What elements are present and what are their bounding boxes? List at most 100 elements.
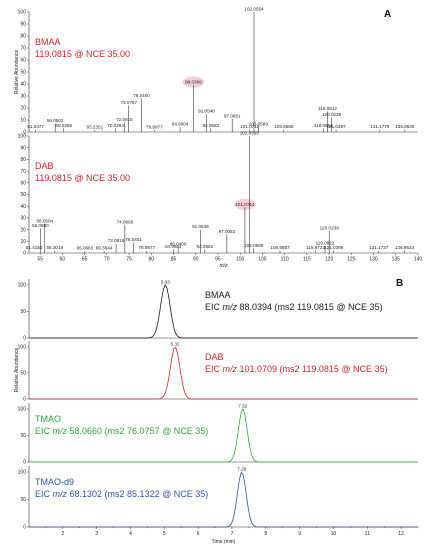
eic-trace xyxy=(29,284,418,339)
peak-label: 58.0296 xyxy=(55,123,72,128)
x-tick-label: 11 xyxy=(365,531,370,537)
x-tick-label: 120 xyxy=(325,257,334,263)
eic-prefix: EIC xyxy=(205,364,223,374)
panel-letter-a: A xyxy=(384,9,391,20)
precursor-label: 119.0815 @ NCE 35.00 xyxy=(35,49,130,59)
peak-label: 74.0606 xyxy=(117,219,134,224)
peak-label: 101.0710 xyxy=(240,124,260,129)
y-tick-label: 80 xyxy=(20,34,26,40)
peak-label: 119.0812 xyxy=(318,106,337,111)
x-tick-label: 125 xyxy=(347,257,356,263)
eic-description: EIC m/z 68.1302 (ms2 85.1322 @ NCE 35) xyxy=(35,489,208,499)
y-tick-label: 70 xyxy=(20,46,26,52)
y-tick-label: 0 xyxy=(23,397,26,403)
peak-label: 56.0504 xyxy=(36,218,53,223)
highlight-ellipse xyxy=(182,76,205,88)
y-tick-label: 50 xyxy=(20,433,26,439)
highlight-ellipse xyxy=(233,198,256,210)
x-tick-label: 4 xyxy=(129,531,132,537)
peak-label: 101.0714 xyxy=(235,202,255,207)
peak-label: 86.0400 xyxy=(170,242,187,247)
x-tick-label: 60 xyxy=(60,257,66,263)
series-name: DAB xyxy=(205,352,224,362)
eic-trace xyxy=(29,346,418,400)
y-tick-label: 100 xyxy=(18,345,27,351)
peak-label: 120.0238 xyxy=(322,112,342,117)
eic-panel-dab: 0 50 100 5.32 DAB EIC m/z 101.0709 (ms2 119.0… xyxy=(18,341,418,403)
peak-label: 76.0401 xyxy=(125,237,142,242)
peak-label: 131.1737 xyxy=(369,245,389,250)
x-tick-label: 75 xyxy=(126,257,132,263)
y-tick-label: 0 xyxy=(23,336,26,342)
x-axis-label: Time (min) xyxy=(212,539,236,545)
y-tick-label: 50 xyxy=(20,309,26,315)
y-tick-label: 100 xyxy=(18,10,27,16)
compound-name: DAB xyxy=(35,161,54,171)
x-tick-label: 80 xyxy=(148,257,154,263)
x-tick-label: 115 xyxy=(303,257,311,263)
peak-label: 103.0589 xyxy=(249,122,269,127)
peak-label: 55.0550 xyxy=(32,223,49,228)
rt-label: 7.32 xyxy=(238,404,247,409)
peak-label: 131.1779 xyxy=(370,124,390,129)
eic-values: 88.0394 (ms2 119.0815 @ NCE 35) xyxy=(237,302,383,312)
y-tick-label: 100 xyxy=(18,283,27,289)
eic-panel-bmaa: 0 50 100 5.03 BMAA EIC m/z 88.0394 (ms2 119.0… xyxy=(18,279,418,342)
y-tick-label: 100 xyxy=(18,407,27,413)
y-tick-label: 10 xyxy=(20,118,26,124)
y-tick-label: 40 xyxy=(20,204,26,210)
y-tick-label: 0 xyxy=(23,251,26,257)
x-tick-label: 140 xyxy=(414,257,423,263)
eic-description: EIC m/z 88.0394 (ms2 119.0815 @ NCE 35) xyxy=(205,302,383,312)
peak-label: 72.0816 xyxy=(108,238,125,243)
y-tick-label: 50 xyxy=(20,192,26,198)
peak-label: 108.9585 xyxy=(274,124,294,129)
x-tick-label: 70 xyxy=(104,257,110,263)
y-tick-label: 50 xyxy=(20,70,26,76)
peak-label: 120.0239 xyxy=(320,225,340,230)
peak-label: 121.0399 xyxy=(324,245,344,250)
series-name: TMAO-d9 xyxy=(35,477,74,487)
peak-label: 56.0503 xyxy=(47,118,64,123)
eic-values: 58.0660 (ms2 76.0757 @ NCE 35) xyxy=(67,426,208,436)
y-tick-label: 30 xyxy=(20,216,26,222)
y-tick-label: 50 xyxy=(20,371,26,377)
panel-letter-b: B xyxy=(396,278,403,289)
x-tick-label: 105 xyxy=(258,257,267,263)
eic-values: 101.0709 (ms2 119.0815 @ NCE 35) xyxy=(237,364,388,374)
peak-label: 70.0294 xyxy=(107,123,124,128)
y-tick-label: 90 xyxy=(20,145,26,151)
bmaa-ms2-spectrum: 0 10 20 30 40 50 60 70 80 90 100 Relative Abundance… xyxy=(14,7,418,136)
dab-ms2-spectrum: 0 10 20 30 40 50 60 70 80 90 100 55 60 65 70 75 80 85 90 95… xyxy=(18,131,423,270)
eic-panel-tmao: 0 50 100 7.32 TMAO EIC m/z 58.0660 (ms2 76.07… xyxy=(18,403,418,466)
series-name: BMAA xyxy=(205,290,231,300)
y-tick-label: 0 xyxy=(23,460,26,466)
eic-trace xyxy=(29,471,418,528)
x-tick-label: 85 xyxy=(171,257,177,263)
peak-label: 102.0555 xyxy=(240,131,260,136)
peak-label: 116.9723 xyxy=(306,245,325,250)
x-axis-label: m/z xyxy=(219,263,228,269)
peak-label: 88.0399 xyxy=(185,80,202,85)
rt-label: 7.29 xyxy=(237,467,246,472)
peak-label: 84.9604 xyxy=(165,244,182,249)
peak-label: 108.9587 xyxy=(270,245,290,250)
y-tick-label: 40 xyxy=(20,82,26,88)
eic-mz-italic: m/z xyxy=(223,364,238,374)
y-tick-label: 100 xyxy=(18,470,27,476)
peak-label: 78.9977 xyxy=(138,245,155,250)
peak-label: 84.9604 xyxy=(172,122,189,127)
peak-label: 73.0767 xyxy=(120,100,137,105)
peak-label: 78.9977 xyxy=(146,125,163,130)
eic-prefix: EIC xyxy=(35,489,53,499)
x-tick-label: 9 xyxy=(298,531,301,537)
eic-mz-italic: m/z xyxy=(53,426,68,436)
peak-label: 97.0082 xyxy=(219,229,236,234)
y-tick-label: 60 xyxy=(20,181,26,187)
x-tick-label: 10 xyxy=(331,531,337,537)
x-tick-label: 135 xyxy=(392,257,401,263)
peak-label: 76.0400 xyxy=(133,93,150,98)
x-tick-label: 95 xyxy=(215,257,221,263)
eic-prefix: EIC xyxy=(205,302,223,312)
